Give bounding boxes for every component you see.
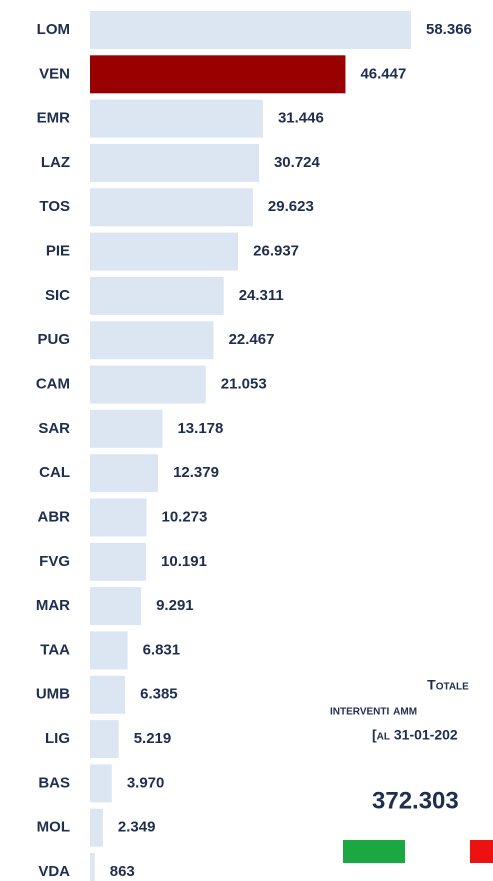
bar [90,11,411,49]
value-label: 46.447 [360,65,406,82]
value-label: 31.446 [278,110,324,127]
category-label: FVG [39,553,70,570]
category-label: CAM [36,375,70,392]
category-label: PIE [46,243,70,260]
bar [90,232,239,271]
value-label: 58.366 [426,21,472,38]
category-label: BAS [38,774,70,791]
bar [90,99,263,138]
bar [90,365,206,404]
bar [90,542,147,581]
category-label: CAL [39,464,70,481]
bar [90,454,159,493]
value-label: 863 [110,863,135,880]
bar [90,143,259,182]
category-label: SIC [45,287,70,304]
bar [90,188,253,227]
value-label: 6.831 [143,641,181,658]
bar [90,631,128,670]
annotation-line: [al 31-01-202 [372,727,458,743]
flag-green [343,840,405,863]
bar [90,55,346,94]
value-label: 2.349 [118,819,156,836]
bar [90,720,119,759]
category-label: TAA [40,641,70,658]
value-label: 10.191 [161,553,207,570]
value-label: 12.379 [173,464,219,481]
category-label: EMR [37,110,71,127]
value-label: 30.724 [274,154,321,171]
value-label: 26.937 [253,243,299,260]
bar [90,675,126,714]
value-label: 13.178 [177,420,223,437]
bar [90,587,142,626]
category-label: VDA [38,863,70,880]
bar [90,276,224,315]
value-label: 10.273 [161,508,207,525]
value-label: 6.385 [140,686,178,703]
category-label: LAZ [41,154,70,171]
value-label: 5.219 [134,730,172,747]
category-label: ABR [38,508,71,525]
category-label: UMB [36,686,70,703]
category-label: LIG [45,730,70,747]
category-label: MAR [36,597,70,614]
bar [90,498,147,537]
value-label: 3.970 [127,774,165,791]
category-label: SAR [38,420,70,437]
category-label: PUG [37,331,70,348]
value-label: 22.467 [229,331,275,348]
annotation-line: interventi amm [330,702,417,718]
value-label: 24.311 [239,287,284,304]
category-label: VEN [39,65,70,82]
flag-red [470,840,493,863]
value-label: 9.291 [156,597,194,614]
bar [90,764,112,803]
bar [90,321,214,360]
category-label: MOL [37,819,70,836]
category-label: TOS [39,198,70,215]
category-label: LOM [37,21,70,38]
bar [90,808,103,847]
value-label: 21.053 [221,375,267,392]
bar [90,853,95,881]
value-label: 29.623 [268,198,314,215]
bar [90,409,163,448]
annotation-total: 372.303 [372,787,459,814]
annotation-line: Totale [427,677,469,693]
